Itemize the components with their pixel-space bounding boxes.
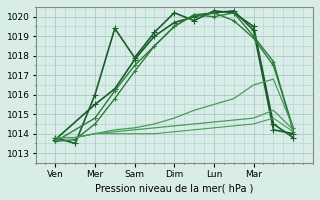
X-axis label: Pression niveau de la mer( hPa ): Pression niveau de la mer( hPa ) — [95, 183, 253, 193]
